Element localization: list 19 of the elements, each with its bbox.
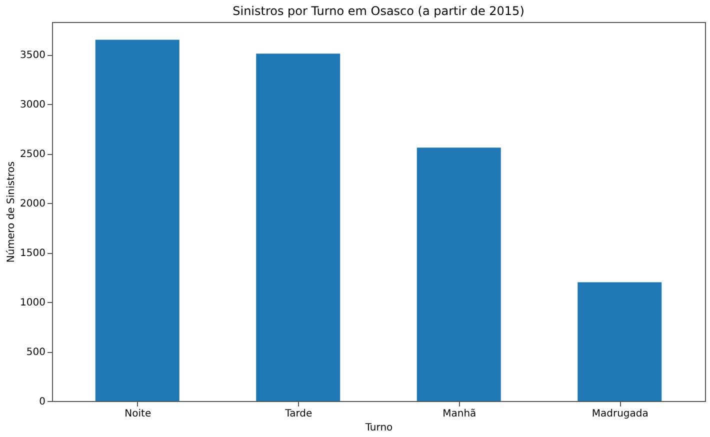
x-tick-label: Madrugada (592, 408, 648, 420)
x-axis-title: Turno (364, 422, 393, 434)
y-tick-label: 2500 (20, 149, 46, 160)
chart-title: Sinistros por Turno em Osasco (a partir de 2015) (232, 4, 524, 18)
y-tick-label: 2000 (20, 198, 46, 210)
y-tick-label: 1500 (20, 248, 46, 260)
y-axis-title: Número de Sinistros (6, 161, 18, 263)
bar (95, 40, 180, 401)
x-tick-label: Tarde (284, 408, 312, 420)
bar (416, 148, 501, 401)
x-tick-label: Manhã (442, 408, 476, 420)
y-tick-label: 3000 (20, 100, 46, 111)
y-tick-label: 500 (26, 347, 46, 358)
y-tick-label: 3500 (20, 50, 46, 62)
x-tick-label: Noite (124, 408, 152, 420)
bar (256, 54, 340, 401)
y-tick-label: 0 (39, 396, 46, 408)
bar (578, 282, 662, 401)
y-tick-label: 1000 (20, 298, 46, 309)
